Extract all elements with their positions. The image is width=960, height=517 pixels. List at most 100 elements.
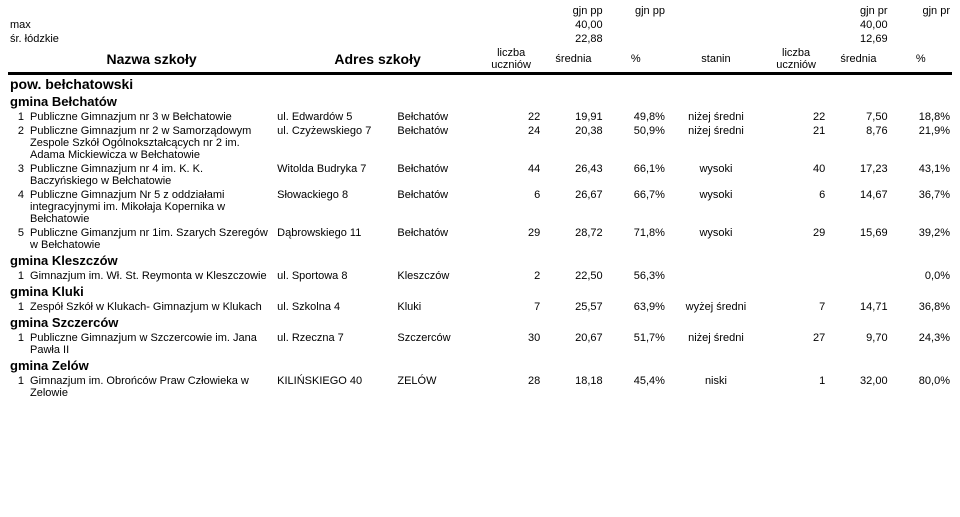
avg2: 32,00 bbox=[827, 374, 889, 400]
lu2: 29 bbox=[765, 226, 827, 252]
pct2: 36,7% bbox=[890, 188, 952, 226]
school-name: Gimnazjum im. Wł. St. Reymonta w Kleszcz… bbox=[28, 269, 275, 283]
sr-val-a: 22,88 bbox=[480, 32, 605, 46]
avg1: 28,72 bbox=[542, 226, 604, 252]
school-addr: Dąbrowskiego 11 bbox=[275, 226, 395, 252]
section-powiat: pow. bełchatowski bbox=[8, 74, 952, 94]
school-name: Publiczne Gimnazjum nr 2 w Samorządowym … bbox=[28, 124, 275, 162]
gjn-pp-label-a: gjn pp bbox=[480, 4, 605, 18]
school-addr: ul. Szkolna 4 bbox=[275, 300, 395, 314]
row-index: 1 bbox=[8, 300, 28, 314]
avg2: 15,69 bbox=[827, 226, 889, 252]
avg2: 7,50 bbox=[827, 110, 889, 124]
table-row: 2 Publiczne Gimnazjum nr 2 w Samorządowy… bbox=[8, 124, 952, 162]
school-city: Bełchatów bbox=[395, 226, 480, 252]
lu1: 44 bbox=[480, 162, 542, 188]
table-row: 3 Publiczne Gimnazjum nr 4 im. K. K. Bac… bbox=[8, 162, 952, 188]
stanin: niżej średni bbox=[667, 124, 765, 162]
pct1: 66,7% bbox=[605, 188, 667, 226]
school-city: Bełchatów bbox=[395, 110, 480, 124]
row-index: 1 bbox=[8, 331, 28, 357]
avg1: 26,67 bbox=[542, 188, 604, 226]
table-row: 4 Publiczne Gimnazjum Nr 5 z oddziałami … bbox=[8, 188, 952, 226]
col-school-addr: Adres szkoły bbox=[275, 46, 480, 74]
lu2: 6 bbox=[765, 188, 827, 226]
school-city: Szczerców bbox=[395, 331, 480, 357]
school-addr: KILIŃSKIEGO 40 bbox=[275, 374, 395, 400]
avg2: 14,67 bbox=[827, 188, 889, 226]
row-index: 1 bbox=[8, 374, 28, 400]
pct1: 71,8% bbox=[605, 226, 667, 252]
subsection-szczercow: gmina Szczerców bbox=[8, 314, 952, 331]
pct1: 50,9% bbox=[605, 124, 667, 162]
top-category-row: gjn pp gjn pp gjn pr gjn pr bbox=[8, 4, 952, 18]
avg1: 20,38 bbox=[542, 124, 604, 162]
sr-val-b: 12,69 bbox=[827, 32, 889, 46]
col-students-2: liczba uczniów bbox=[765, 46, 827, 74]
lu1: 24 bbox=[480, 124, 542, 162]
section-row: pow. bełchatowski bbox=[8, 74, 952, 94]
school-city: Bełchatów bbox=[395, 162, 480, 188]
pct1: 56,3% bbox=[605, 269, 667, 283]
subsection-belchatow: gmina Bełchatów bbox=[8, 93, 952, 110]
avg2: 17,23 bbox=[827, 162, 889, 188]
subsection-kleszczow: gmina Kleszczów bbox=[8, 252, 952, 269]
row-index: 1 bbox=[8, 269, 28, 283]
col-pct-1: % bbox=[605, 46, 667, 74]
pct2: 18,8% bbox=[890, 110, 952, 124]
stanin bbox=[667, 269, 765, 283]
lu1: 30 bbox=[480, 331, 542, 357]
school-addr: ul. Edwardów 5 bbox=[275, 110, 395, 124]
report-page: gjn pp gjn pp gjn pr gjn pr max 40,00 40… bbox=[0, 0, 960, 420]
row-index: 4 bbox=[8, 188, 28, 226]
max-row: max 40,00 40,00 bbox=[8, 18, 952, 32]
avg2: 8,76 bbox=[827, 124, 889, 162]
school-city: ZELÓW bbox=[395, 374, 480, 400]
subsection-row: gmina Kluki bbox=[8, 283, 952, 300]
avg1: 20,67 bbox=[542, 331, 604, 357]
max-val-a: 40,00 bbox=[480, 18, 605, 32]
table-row: 1 Gimnazjum im. Wł. St. Reymonta w Klesz… bbox=[8, 269, 952, 283]
sr-row: śr. łódzkie 22,88 12,69 bbox=[8, 32, 952, 46]
pct2: 39,2% bbox=[890, 226, 952, 252]
subsection-row: gmina Szczerców bbox=[8, 314, 952, 331]
pct1: 51,7% bbox=[605, 331, 667, 357]
lu1: 6 bbox=[480, 188, 542, 226]
max-label: max bbox=[8, 18, 275, 32]
avg2: 14,71 bbox=[827, 300, 889, 314]
gjn-pr-label-a: gjn pr bbox=[827, 4, 889, 18]
table-row: 5 Publiczne Gimanzjum nr 1im. Szarych Sz… bbox=[8, 226, 952, 252]
gjn-pp-label-b: gjn pp bbox=[605, 4, 667, 18]
col-school-name: Nazwa szkoły bbox=[28, 46, 275, 74]
col-avg-1: średnia bbox=[542, 46, 604, 74]
row-index: 3 bbox=[8, 162, 28, 188]
lu2 bbox=[765, 269, 827, 283]
subsection-row: gmina Bełchatów bbox=[8, 93, 952, 110]
lu1: 2 bbox=[480, 269, 542, 283]
pct1: 66,1% bbox=[605, 162, 667, 188]
school-addr: ul. Rzeczna 7 bbox=[275, 331, 395, 357]
pct2: 0,0% bbox=[890, 269, 952, 283]
column-header-row: Nazwa szkoły Adres szkoły liczba uczniów… bbox=[8, 46, 952, 74]
lu2: 1 bbox=[765, 374, 827, 400]
school-addr: Witolda Budryka 7 bbox=[275, 162, 395, 188]
avg1: 18,18 bbox=[542, 374, 604, 400]
stanin: niski bbox=[667, 374, 765, 400]
stanin: wysoki bbox=[667, 226, 765, 252]
lu1: 28 bbox=[480, 374, 542, 400]
col-avg-2: średnia bbox=[827, 46, 889, 74]
subsection-row: gmina Zelów bbox=[8, 357, 952, 374]
school-city: Bełchatów bbox=[395, 124, 480, 162]
table-row: 1 Gimnazjum im. Obrońców Praw Człowieka … bbox=[8, 374, 952, 400]
table-row: 1 Publiczne Gimnazjum w Szczercowie im. … bbox=[8, 331, 952, 357]
lu2: 21 bbox=[765, 124, 827, 162]
school-name: Gimnazjum im. Obrońców Praw Człowieka w … bbox=[28, 374, 275, 400]
pct2: 21,9% bbox=[890, 124, 952, 162]
lu2: 27 bbox=[765, 331, 827, 357]
avg1: 26,43 bbox=[542, 162, 604, 188]
school-name: Publiczne Gimnazjum nr 3 w Bełchatowie bbox=[28, 110, 275, 124]
lu1: 22 bbox=[480, 110, 542, 124]
school-name: Publiczne Gimnazjum nr 4 im. K. K. Baczy… bbox=[28, 162, 275, 188]
school-city: Bełchatów bbox=[395, 188, 480, 226]
col-stanin: stanin bbox=[667, 46, 765, 74]
